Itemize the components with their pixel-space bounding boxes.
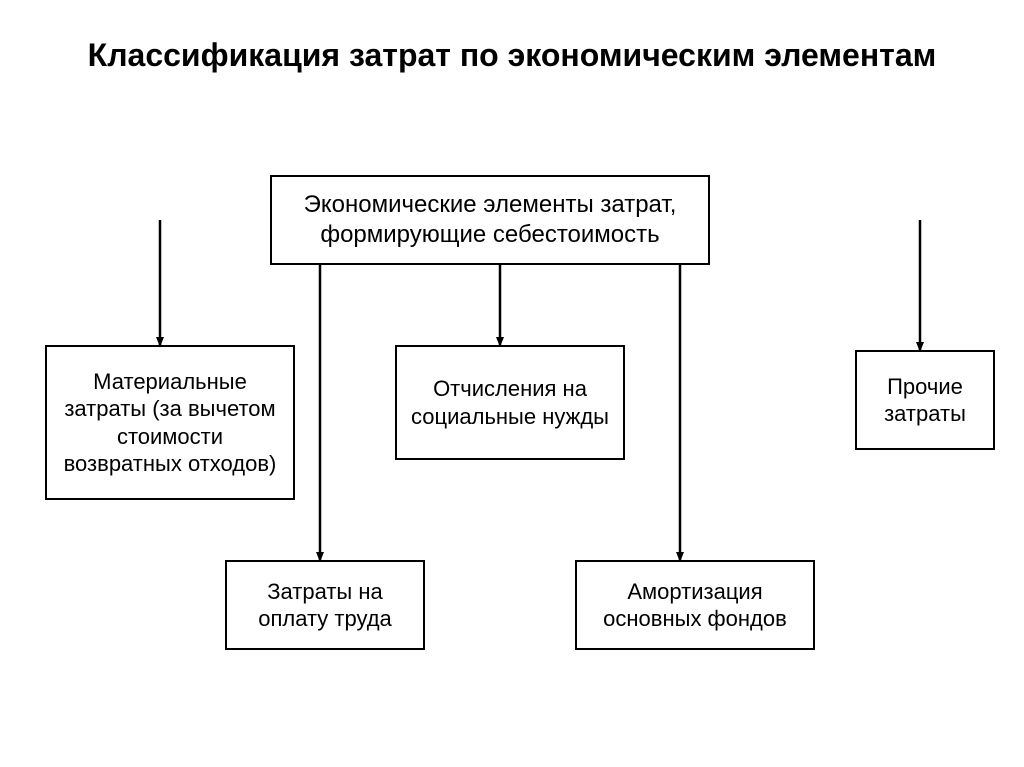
node-root: Экономические элементы затрат,формирующи… [270, 175, 710, 265]
diagram-title: Классификация затрат по экономическим эл… [0, 35, 1024, 75]
node-n2: Затраты на оплату труда [225, 560, 425, 650]
node-n1: Материальные затраты (за вычетом стоимос… [45, 345, 295, 500]
node-n5: Прочие затраты [855, 350, 995, 450]
node-n3: Отчисления на социальные нужды [395, 345, 625, 460]
diagram-page: Классификация затрат по экономическим эл… [0, 0, 1024, 767]
node-n4: Амортизация основных фондов [575, 560, 815, 650]
